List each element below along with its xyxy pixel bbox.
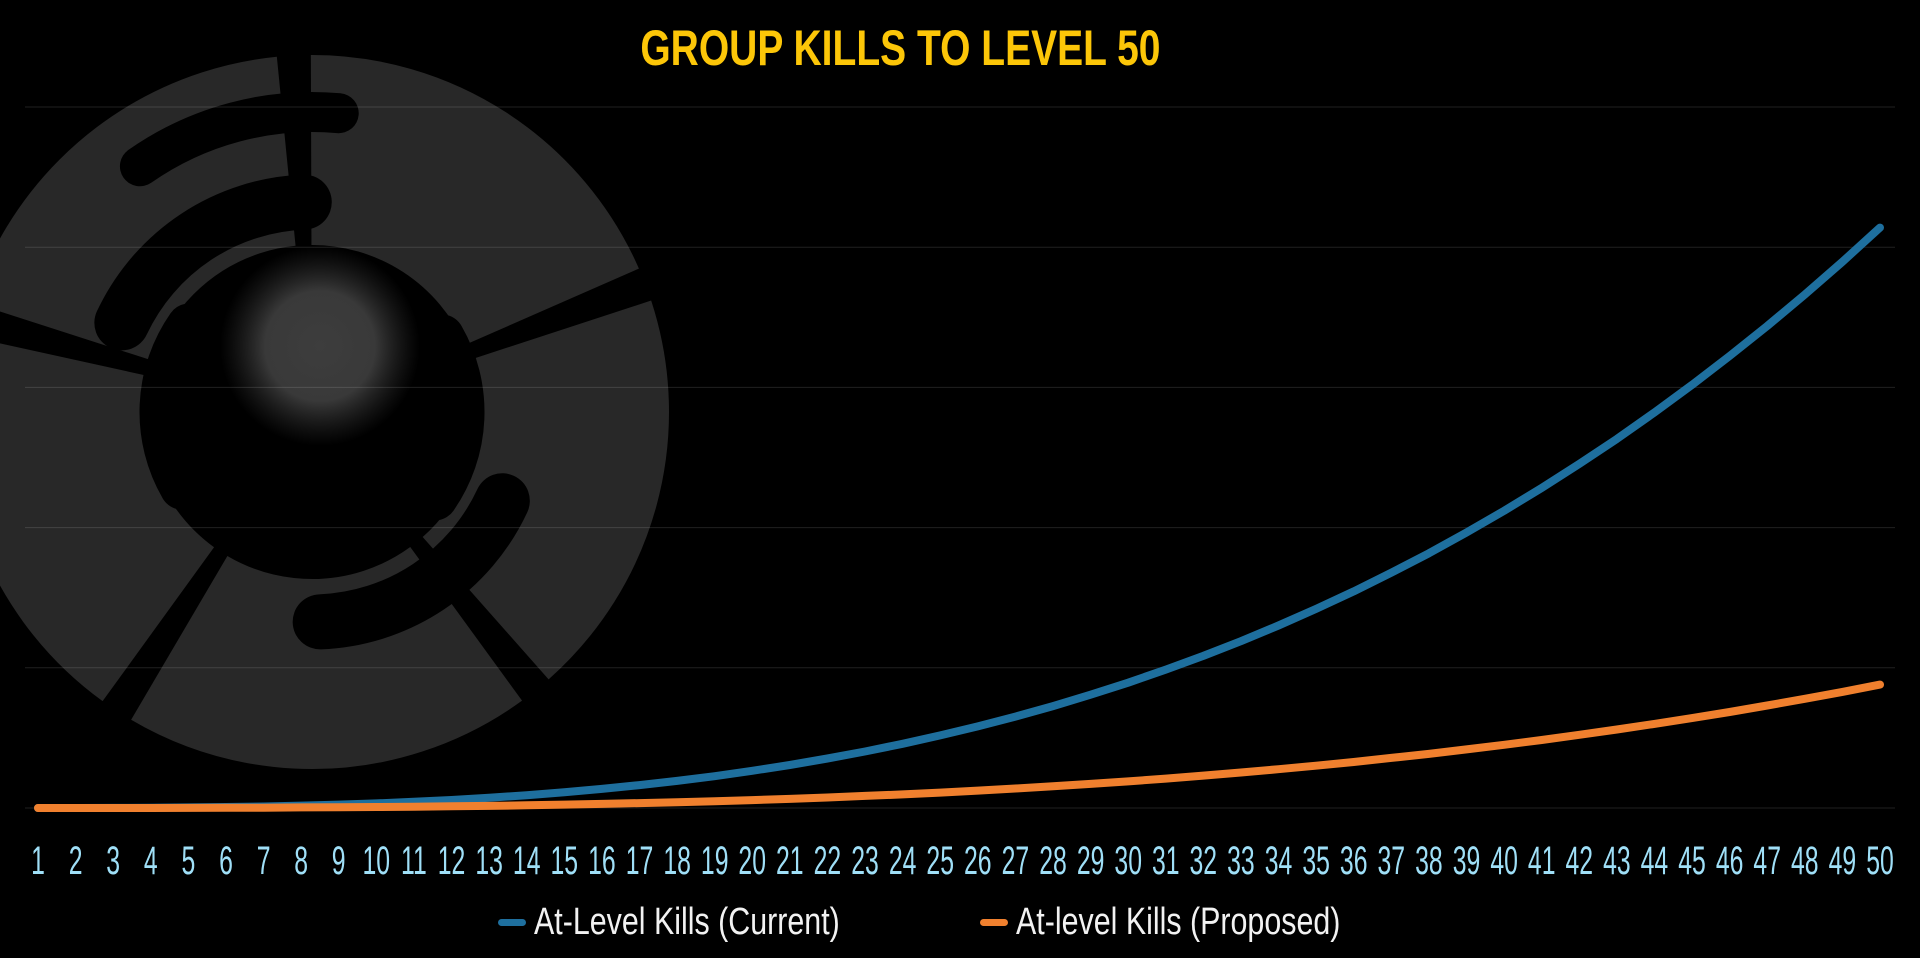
x-tick-label: 12 [438,839,466,883]
x-tick-label: 48 [1791,839,1819,883]
x-tick-label: 4 [144,839,158,883]
x-tick-label: 47 [1753,839,1781,883]
x-tick-label: 6 [219,839,233,883]
x-tick-label: 46 [1716,839,1744,883]
x-tick-label: 3 [106,839,120,883]
x-tick-label: 50 [1866,839,1894,883]
legend-item-proposed: At-level Kills (Proposed) [980,903,1421,941]
x-tick-label: 1 [31,839,45,883]
x-tick-label: 26 [964,839,992,883]
emblem-swirl-cut [139,239,485,585]
legend-item-current: At-Level Kills (Current) [498,903,916,941]
x-tick-label: 35 [1302,839,1330,883]
series-line-0 [34,223,1884,812]
x-tick-label: 36 [1340,839,1368,883]
x-tick-label: 22 [814,839,842,883]
x-tick-label: 45 [1678,839,1706,883]
x-tick-label: 33 [1227,839,1255,883]
x-tick-label: 10 [363,839,391,883]
x-tick-label: 14 [513,839,541,883]
legend: At-Level Kills (Current) At-level Kills … [0,896,1920,948]
emblem-center-glow [220,246,420,446]
emblem-ring [0,55,669,769]
x-tick-label: 15 [551,839,579,883]
x-tick-label: 21 [776,839,804,883]
x-tick-label: 38 [1415,839,1443,883]
x-tick-label: 43 [1603,839,1631,883]
legend-marker-proposed [980,918,1009,926]
x-tick-label: 23 [851,839,879,883]
x-tick-label: 32 [1190,839,1218,883]
x-tick-label: 27 [1002,839,1030,883]
x-tick-label: 18 [663,839,691,883]
x-tick-label: 30 [1114,839,1142,883]
emblem-swirl-cut [0,92,632,732]
legend-label-proposed: At-level Kills (Proposed) [1016,901,1341,943]
x-tick-label: 19 [701,839,729,883]
x-tick-label: 5 [182,839,196,883]
chart-title: GROUP KILLS TO LEVEL 50 [0,22,1800,75]
x-tick-label: 34 [1265,839,1293,883]
x-tick-label: 2 [69,839,83,883]
x-tick-label: 7 [257,839,271,883]
x-tick-label: 8 [294,839,308,883]
x-tick-label: 44 [1641,839,1669,883]
swirl-emblem-group [0,55,669,769]
x-tick-label: 29 [1077,839,1105,883]
x-tick-label: 17 [626,839,654,883]
x-tick-label: 31 [1152,839,1180,883]
x-tick-label: 11 [401,839,427,883]
emblem-swirl-cut [74,174,550,650]
chart-title-text: GROUP KILLS TO LEVEL 50 [639,20,1161,76]
x-tick-label: 25 [926,839,954,883]
x-tick-label: 16 [588,839,616,883]
x-tick-label: 37 [1378,839,1406,883]
legend-marker-current [498,918,527,926]
x-tick-label: 39 [1453,839,1481,883]
series-line-1 [34,680,1884,812]
x-tick-label: 42 [1566,839,1594,883]
x-tick-label: 40 [1490,839,1518,883]
x-tick-label: 20 [738,839,766,883]
x-tick-label: 41 [1528,839,1556,883]
legend-label-current: At-Level Kills (Current) [534,901,840,943]
x-tick-label: 28 [1039,839,1067,883]
x-tick-label: 9 [332,839,346,883]
x-tick-label: 49 [1829,839,1857,883]
x-tick-label: 24 [889,839,917,883]
x-tick-label: 13 [475,839,503,883]
